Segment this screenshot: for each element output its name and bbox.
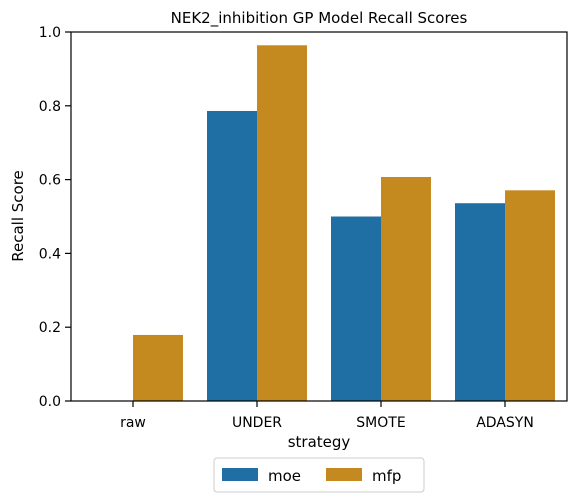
y-axis-title: Recall Score <box>9 170 27 262</box>
x-axis-title: strategy <box>288 433 351 451</box>
y-tick-label: 0.2 <box>39 320 61 336</box>
legend-label-moe: moe <box>268 467 301 485</box>
bar-moe-under <box>207 111 257 401</box>
bars-group <box>133 45 555 401</box>
y-tick-label: 0.0 <box>39 394 61 410</box>
legend-swatch-moe <box>222 468 258 481</box>
bar-mfp-under <box>257 45 307 401</box>
bar-moe-smote <box>331 217 381 402</box>
y-tick-label: 0.6 <box>39 173 61 189</box>
x-axis: raw UNDER SMOTE ADASYN <box>120 401 534 431</box>
bar-mfp-smote <box>381 177 431 401</box>
y-tick-label: 1.0 <box>39 25 61 41</box>
y-tick-label: 0.4 <box>39 246 61 262</box>
x-tick-label: ADASYN <box>476 415 534 431</box>
x-tick-label: UNDER <box>232 415 282 431</box>
y-axis: 0.0 0.2 0.4 0.6 0.8 1.0 <box>39 25 71 410</box>
y-tick-label: 0.8 <box>39 99 61 115</box>
bar-moe-adasyn <box>455 203 505 401</box>
chart-title: NEK2_inhibition GP Model Recall Scores <box>171 9 468 28</box>
bar-mfp-adasyn <box>505 190 555 401</box>
legend: moe mfp <box>214 458 424 492</box>
x-tick-label: raw <box>120 415 146 431</box>
bar-mfp-raw <box>133 335 183 401</box>
x-tick-label: SMOTE <box>356 415 405 431</box>
legend-label-mfp: mfp <box>372 467 401 485</box>
legend-swatch-mfp <box>326 468 362 481</box>
